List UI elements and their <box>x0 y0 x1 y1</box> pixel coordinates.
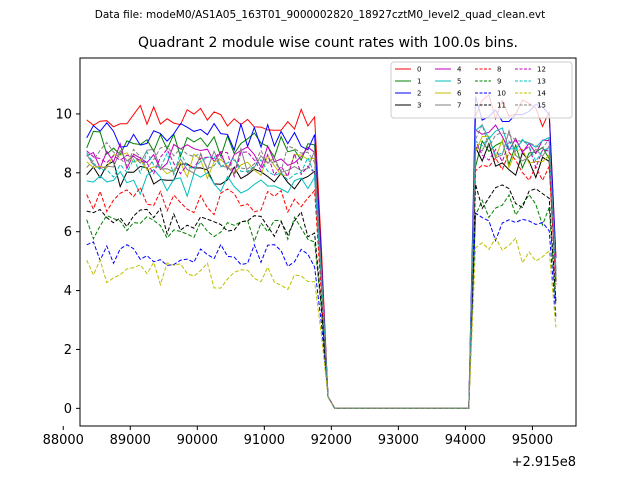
legend-box <box>390 61 573 119</box>
legend-label-14: 14 <box>537 90 546 98</box>
y-tick-label: 8 <box>64 166 72 181</box>
y-tick-label: 4 <box>64 284 72 299</box>
legend-label-1: 1 <box>417 78 421 86</box>
series-line-9 <box>86 193 557 409</box>
series-line-11 <box>86 184 557 409</box>
legend-label-9: 9 <box>497 78 501 86</box>
x-tick-label: 90000 <box>177 433 218 448</box>
y-ticks: 0 2 4 6 8 10 <box>55 107 80 417</box>
x-tick-label: 93000 <box>378 433 419 448</box>
x-tick-label: 89000 <box>110 433 151 448</box>
legend-label-15: 15 <box>537 102 546 110</box>
plot-frame <box>79 57 577 427</box>
legend-label-11: 11 <box>497 102 506 110</box>
x-tick-label: 91000 <box>244 433 285 448</box>
y-tick-label: 10 <box>55 107 72 122</box>
y-tick-label: 6 <box>64 225 72 240</box>
legend-label-7: 7 <box>457 102 461 110</box>
series-layer <box>86 94 557 409</box>
x-tick-label: 94000 <box>445 433 486 448</box>
x-tick-label: 92000 <box>311 433 352 448</box>
y-tick-label: 0 <box>64 402 72 417</box>
x-ticks: 88000 89000 90000 91000 92000 93000 94000 95000 <box>43 426 553 448</box>
legend-label-10: 10 <box>497 90 506 98</box>
legend-label-8: 8 <box>497 66 501 74</box>
legend-label-13: 13 <box>537 78 546 86</box>
legend-label-12: 12 <box>537 66 546 74</box>
series-line-15 <box>86 123 557 409</box>
legend-label-4: 4 <box>457 66 462 74</box>
legend-label-2: 2 <box>417 90 421 98</box>
legend-label-6: 6 <box>457 90 462 98</box>
series-line-14 <box>86 236 557 409</box>
y-tick-label: 2 <box>64 343 72 358</box>
figure-suptitle: Data file: modeM0/AS1A05_163T01_90000028… <box>94 9 546 21</box>
x-offset-label: +2.915e8 <box>512 455 576 470</box>
legend-label-3: 3 <box>417 102 421 110</box>
legend-label-5: 5 <box>457 78 461 86</box>
series-line-5 <box>86 124 557 409</box>
chart-title: Quadrant 2 module wise count rates with … <box>138 35 518 51</box>
legend-label-0: 0 <box>417 66 421 74</box>
x-tick-label: 88000 <box>43 433 84 448</box>
x-tick-label: 95000 <box>512 433 553 448</box>
series-line-10 <box>86 212 557 409</box>
